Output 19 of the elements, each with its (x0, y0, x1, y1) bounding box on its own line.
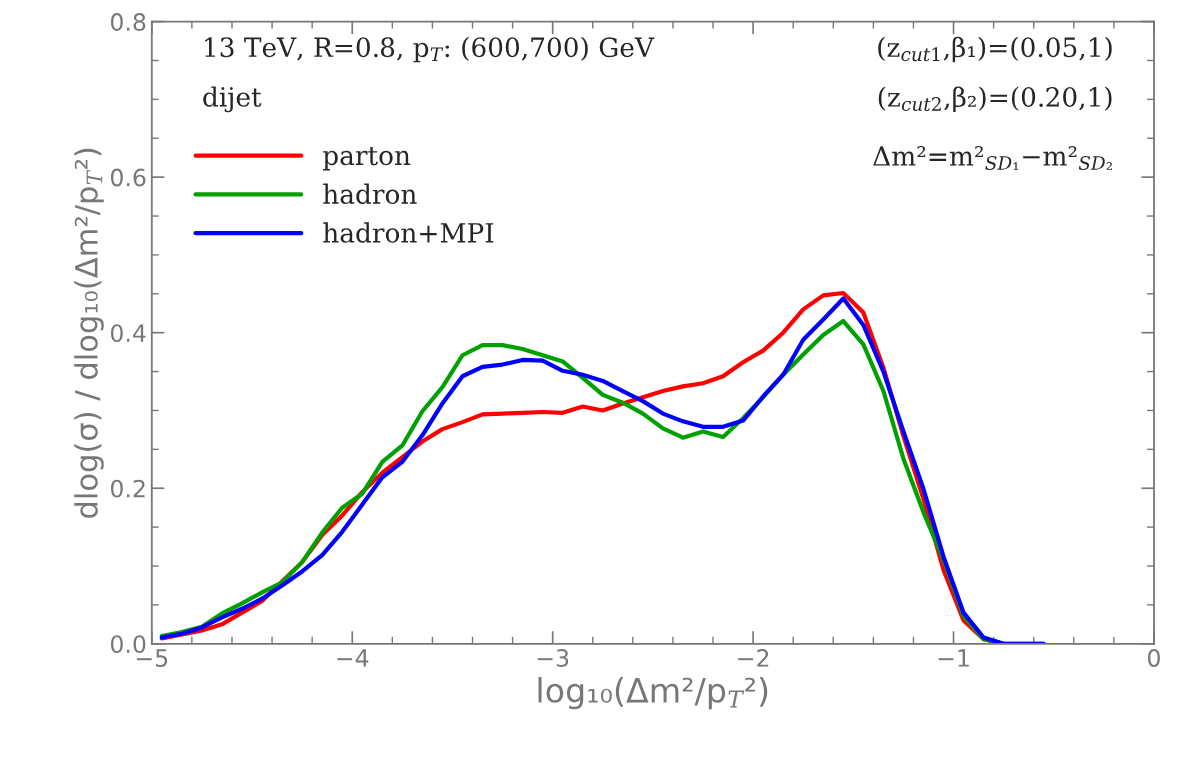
annotation: (z$_{cut2}$,β₂)=(0.20,1) (878, 86, 1112, 113)
y-tick-label: 0.4 (110, 324, 146, 342)
legend-label: hadron (323, 183, 417, 205)
y-axis-title: dlog(σ) / dlog₁₀(Δm²/p$_{T}$²) (74, 148, 104, 518)
legend-label: hadron+MPI (323, 222, 494, 243)
x-tick-label: −4 (337, 649, 369, 667)
annotation: 13 TeV, R=0.8, p$_{T}$: (600,700) GeV (205, 36, 655, 63)
x-tick-label: −3 (537, 649, 569, 667)
x-tick-label: −2 (738, 649, 769, 667)
annotation: (z$_{cut1}$,β₁)=(0.05,1) (878, 36, 1112, 63)
x-tick-label: 0 (1148, 649, 1160, 667)
y-tick-label: 0.2 (110, 479, 145, 498)
y-tick-label: 0.6 (110, 168, 146, 187)
y-tick-label: 0.8 (110, 13, 146, 31)
legend-label: parton (323, 146, 411, 171)
annotation: dijet (203, 86, 262, 113)
x-tick-label: −1 (938, 649, 969, 667)
annotation: Δm²=m²$_{SD₁}$−m²$_{SD₂}$ (873, 145, 1112, 170)
x-axis-title: log₁₀(Δm²/p$_{T}$²) (538, 677, 768, 710)
